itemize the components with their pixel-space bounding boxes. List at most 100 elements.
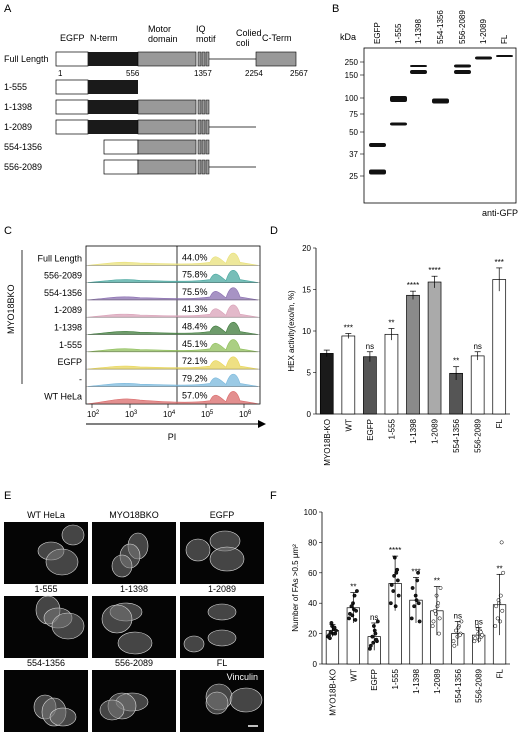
micrograph-label-1: MYO18BKO: [109, 510, 159, 520]
pos-1357: 1357: [194, 69, 212, 78]
d-xlabel-8: FL: [495, 418, 504, 428]
histogram-8: [87, 391, 259, 404]
construct-label-4: 556-2089: [4, 162, 42, 172]
motor-label-2: domain: [148, 34, 178, 44]
construct-iq-3-2: [205, 139, 210, 155]
construct-motor-2: [137, 119, 197, 135]
histogram-4: [87, 321, 259, 335]
f-point-7-5: [473, 636, 478, 641]
construct-iq-1-0: [197, 99, 202, 115]
f-sig-2: ns: [370, 613, 378, 622]
f-ytick-label-100: 100: [304, 508, 318, 517]
pos-2567: 2567: [290, 69, 308, 78]
d-bar-3: [384, 333, 399, 415]
f-point-8-4: [495, 616, 500, 621]
f-point-2-8: [372, 628, 377, 633]
f-point-5-8: [435, 604, 440, 609]
f-point-8-0: [493, 624, 498, 628]
f-sig-7: ns: [474, 618, 482, 627]
f-sig-8: **: [496, 564, 502, 573]
f-sig-5: **: [434, 576, 440, 585]
vinculin-label: Vinculin: [227, 672, 258, 682]
cell-5-1: [183, 635, 205, 653]
full-length-label: Full Length: [4, 54, 49, 64]
d-xlabel-2: EGFP: [366, 419, 375, 441]
construct-iq-3-0: [197, 139, 202, 155]
f-sig-4: ***: [411, 567, 420, 576]
micrograph-label-2: EGFP: [210, 510, 235, 520]
construct-nterm-1: [88, 100, 138, 114]
construct-nterm-0: [88, 80, 138, 94]
hist-row-pct-6: 72.1%: [182, 356, 208, 366]
construct-motor-1: [137, 99, 197, 115]
kda-label: kDa: [340, 32, 356, 42]
cterm-label: C-Term: [262, 33, 292, 43]
f-ytick-label-60: 60: [308, 569, 317, 578]
f-sig-6: ns: [454, 611, 462, 620]
kda-marker-100: 100: [345, 94, 359, 103]
hist-row-label-0: Full Length: [37, 253, 82, 263]
kda-marker-25: 25: [349, 172, 358, 181]
f-point-6-0: [451, 639, 456, 644]
cell-4-2: [101, 604, 133, 634]
panel-letter-c: C: [4, 225, 12, 237]
fl-iq-2: [205, 51, 210, 67]
f-ytick-label-20: 20: [308, 630, 317, 639]
cell-7-2: [99, 699, 125, 721]
f-point-3-6: [396, 593, 401, 598]
blot-band-9: [475, 56, 492, 60]
construct-label-3: 554-1356: [4, 142, 42, 152]
myo18bko-group-label: MYO18BKO: [6, 284, 16, 334]
cell-5-0: [207, 629, 237, 647]
d-xlabel-3: 1-555: [387, 418, 396, 439]
f-point-4-8: [414, 598, 419, 603]
fl-cterm-box: [255, 51, 297, 67]
f-point-2-5: [368, 643, 373, 648]
f-point-1-4: [349, 604, 354, 609]
fl-egfp-box: [55, 51, 89, 67]
f-xlabel-5: 1-2089: [433, 668, 442, 693]
f-point-3-0: [388, 601, 393, 606]
panel-c-flow-histograms: Full Length 44.0% 556-2089 75.8% 554-1356 75.…: [6, 245, 266, 442]
construct-iq-4-0: [197, 159, 202, 175]
d-sig-1: ***: [344, 323, 353, 332]
d-ytick-label-20: 20: [302, 244, 311, 253]
hist-row-label-2: 554-1356: [44, 288, 82, 298]
blot-band-1: [369, 169, 386, 175]
panel-f-dot-plot: 0 20 40 60 80 100 Number of FAs >0.5 μm² MYO18B…: [291, 508, 510, 716]
fl-motor-box: [137, 51, 197, 67]
f-point-6-4: [453, 628, 458, 633]
d-xlabel-1: WT: [344, 419, 353, 432]
f-sig-3: ****: [389, 546, 401, 555]
f-point-5-6: [438, 586, 443, 590]
f-point-2-6: [375, 619, 380, 624]
f-point-0-10: [327, 636, 332, 641]
pi-arrow-head: [258, 420, 266, 428]
hist-row-label-7: -: [79, 374, 82, 384]
histogram-7: [87, 373, 259, 387]
panel-e-microscopy: WT HeLa MYO18BKO EGFP 1-555 1-1398 1-2089 554-…: [4, 510, 264, 732]
hist-row-label-4: 1-1398: [54, 323, 82, 333]
d-sig-3: **: [388, 319, 394, 328]
construct-iq-1-1: [201, 99, 206, 115]
pos-2254: 2254: [245, 69, 263, 78]
nterm-label: N-term: [90, 33, 118, 43]
f-point-6-5: [452, 643, 457, 648]
construct-egfp-1: [55, 99, 89, 115]
blot-band-3: [390, 122, 407, 126]
f-point-4-6: [417, 619, 422, 624]
construct-motor-4: [137, 159, 197, 175]
hist-row-pct-7: 79.2%: [182, 373, 208, 383]
d-sig-5: ****: [428, 266, 440, 275]
lane-label-4: 556-2089: [458, 10, 467, 44]
f-point-1-6: [354, 589, 359, 593]
f-ytick-label-80: 80: [308, 538, 317, 547]
panel-letter-b: B: [332, 3, 339, 15]
cell-2-2: [209, 546, 245, 572]
hist-row-label-1: 556-2089: [44, 271, 82, 281]
f-point-8-8: [498, 619, 503, 624]
hist-xtick-label-2: 104: [163, 410, 176, 419]
hist-row-pct-3: 41.3%: [182, 304, 208, 314]
micrograph-label-6: 554-1356: [27, 658, 65, 668]
